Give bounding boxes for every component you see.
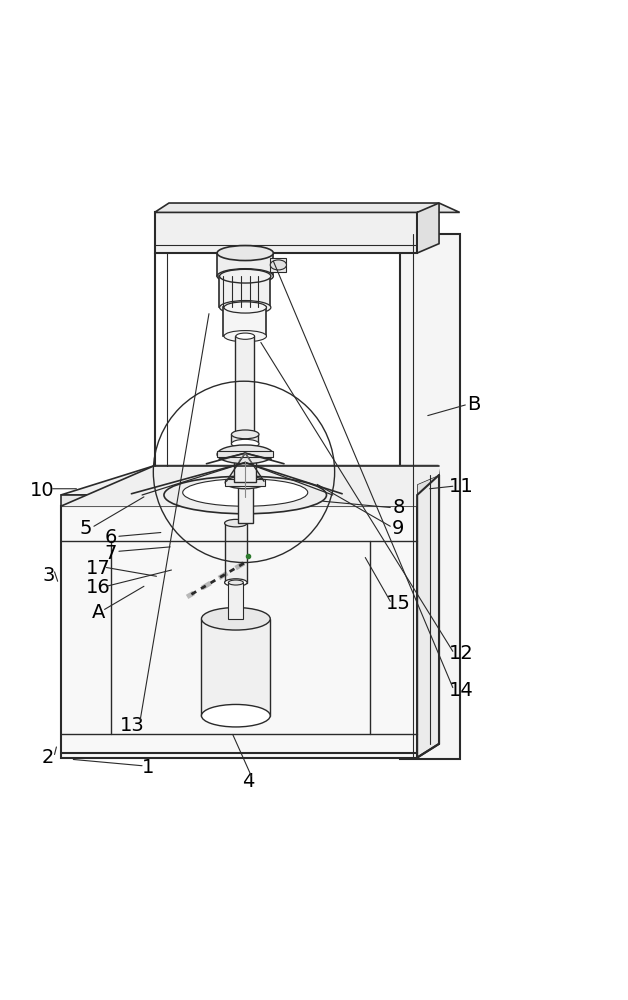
Ellipse shape <box>183 479 308 506</box>
Ellipse shape <box>217 246 273 261</box>
Ellipse shape <box>202 704 270 727</box>
Bar <box>61 495 417 506</box>
Polygon shape <box>61 466 439 506</box>
Bar <box>236 336 254 437</box>
Ellipse shape <box>236 434 254 441</box>
Ellipse shape <box>220 301 271 314</box>
Ellipse shape <box>225 579 247 586</box>
Text: 16: 16 <box>86 578 111 597</box>
Ellipse shape <box>217 445 273 464</box>
Ellipse shape <box>217 269 273 284</box>
Text: B: B <box>467 395 480 414</box>
Ellipse shape <box>268 556 278 564</box>
Ellipse shape <box>236 333 254 339</box>
Polygon shape <box>61 466 439 495</box>
Text: 10: 10 <box>30 481 55 500</box>
Polygon shape <box>417 475 439 506</box>
Text: 12: 12 <box>448 644 474 663</box>
Text: 1: 1 <box>142 758 154 777</box>
Bar <box>154 212 417 253</box>
Bar <box>238 482 252 523</box>
Text: 5: 5 <box>80 519 92 538</box>
Text: 14: 14 <box>448 681 474 700</box>
Bar <box>217 253 273 276</box>
Ellipse shape <box>220 269 271 283</box>
Text: 7: 7 <box>105 544 117 563</box>
Ellipse shape <box>246 556 259 564</box>
Ellipse shape <box>202 608 270 630</box>
Ellipse shape <box>238 480 252 485</box>
Polygon shape <box>417 475 439 758</box>
Bar <box>225 523 247 583</box>
Bar <box>61 506 417 758</box>
Text: A: A <box>92 603 105 622</box>
Polygon shape <box>417 203 439 253</box>
Text: 3: 3 <box>42 566 55 585</box>
Bar <box>400 234 460 759</box>
Ellipse shape <box>234 451 256 458</box>
Bar <box>383 554 394 569</box>
Ellipse shape <box>232 439 259 448</box>
Ellipse shape <box>164 476 327 514</box>
Text: 13: 13 <box>121 716 145 735</box>
Bar <box>219 276 270 307</box>
Ellipse shape <box>229 580 243 585</box>
Text: 4: 4 <box>242 772 254 791</box>
Text: 6: 6 <box>105 528 117 547</box>
Ellipse shape <box>225 519 247 527</box>
Bar <box>217 451 273 457</box>
Bar <box>225 479 265 486</box>
Ellipse shape <box>224 331 266 342</box>
Text: 15: 15 <box>386 594 411 613</box>
Bar <box>229 583 243 619</box>
Text: 8: 8 <box>392 498 404 517</box>
Bar <box>245 556 386 566</box>
Ellipse shape <box>225 476 265 489</box>
Text: 11: 11 <box>448 477 474 496</box>
Text: 9: 9 <box>392 519 404 538</box>
Bar <box>202 619 270 716</box>
Bar <box>234 454 256 482</box>
Ellipse shape <box>238 553 252 563</box>
Bar <box>270 258 286 272</box>
Ellipse shape <box>224 302 266 313</box>
Text: 17: 17 <box>86 559 111 578</box>
Text: 2: 2 <box>42 748 55 767</box>
Ellipse shape <box>232 430 259 439</box>
Polygon shape <box>154 203 460 212</box>
Bar <box>224 307 266 336</box>
Ellipse shape <box>270 260 286 270</box>
Bar <box>231 434 258 444</box>
